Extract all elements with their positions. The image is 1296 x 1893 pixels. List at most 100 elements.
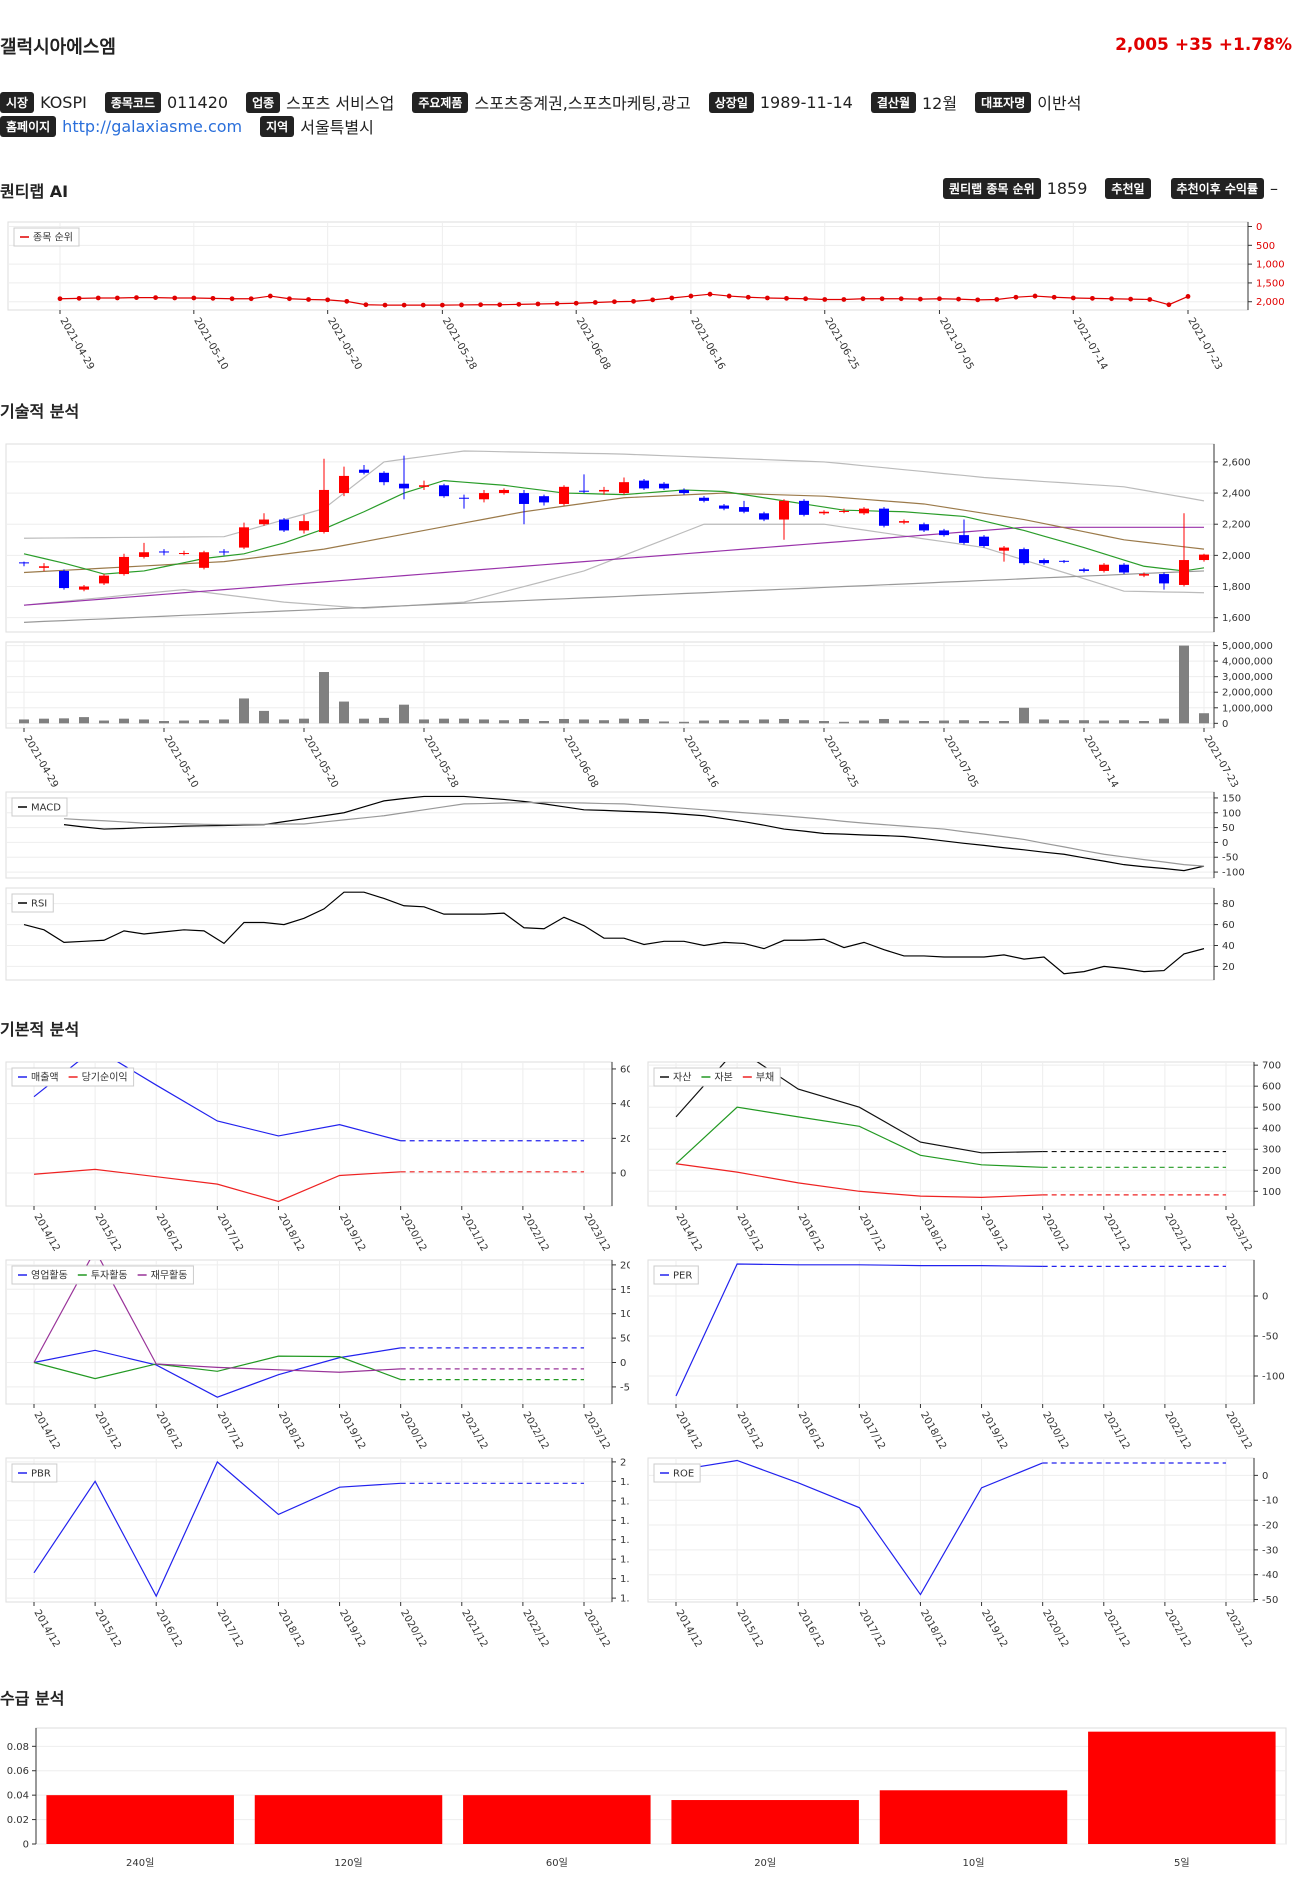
marker <box>1166 302 1172 308</box>
y-tick-label: 0.06 <box>7 1766 29 1777</box>
x-tick-label: 2015/12 <box>735 1608 765 1649</box>
series-line <box>63 795 1205 872</box>
x-tick-label: 2017/12 <box>857 1608 887 1649</box>
marker <box>650 297 656 303</box>
y-tick-label: -20 <box>1262 1521 1278 1532</box>
x-tick-label: 2021-05-20 <box>301 734 340 790</box>
bar <box>1019 707 1029 724</box>
bar <box>339 701 349 724</box>
bar <box>839 721 849 724</box>
info-value: 12월 <box>921 94 958 113</box>
x-tick-label: 2017/12 <box>215 1410 245 1451</box>
bar <box>1139 721 1149 724</box>
chart: -50 -40 -30 -20 -10 0 2014/12 2015/12 2016/12 201… <box>647 1457 1278 1649</box>
marker <box>248 296 254 302</box>
candle-body <box>799 500 809 515</box>
x-tick-label: 2020/12 <box>398 1410 428 1451</box>
plot <box>23 891 1205 975</box>
marker <box>497 302 503 308</box>
bar <box>519 718 529 724</box>
y-tick-label: 2,400 <box>1222 489 1251 500</box>
y-tick-label: 1.90 <box>620 1477 630 1488</box>
x-tick-label: 2021/12 <box>459 1410 489 1451</box>
legend-label: MACD <box>31 803 61 814</box>
bar <box>499 720 509 724</box>
candle-body <box>99 575 109 584</box>
marker <box>57 296 63 302</box>
bar <box>99 720 109 724</box>
ai-value: 1859 <box>1046 179 1088 198</box>
marker <box>535 301 541 307</box>
chart: 1.30 1.40 1.50 1.60 1.70 1.80 1.90 2 2014/12 2015… <box>5 1457 630 1649</box>
marker <box>975 297 981 303</box>
chart: 0 1,000,000 2,000,000 3,000,000 4,000,000 5,0… <box>5 641 1273 790</box>
price-change-pct: +1.78% <box>1218 35 1292 55</box>
x-tick-label: 2021-05-28 <box>440 316 479 372</box>
candle-body <box>719 505 729 509</box>
x-tick-label: 2014/12 <box>673 1212 703 1253</box>
marker <box>382 302 388 308</box>
marker <box>1090 295 1095 301</box>
plot <box>46 1731 1276 1844</box>
candle-body <box>159 551 169 553</box>
series-line <box>33 1460 401 1598</box>
marker <box>592 300 598 305</box>
bar <box>419 719 429 724</box>
series-line <box>33 1062 401 1142</box>
candle-body <box>599 489 609 492</box>
y-tick-label: 0.02 <box>7 1815 29 1826</box>
y-tick-label: 300 <box>1262 1145 1281 1156</box>
price: 2,005 <box>1115 35 1169 55</box>
y-tick-label: -50 <box>620 1382 630 1393</box>
legend: 매출액 당기순이익 <box>11 1067 135 1087</box>
plot <box>19 645 1209 724</box>
x-tick-label: 2014/12 <box>31 1608 61 1649</box>
candle-body <box>39 566 49 568</box>
x-tick-label: 2021/12 <box>459 1608 489 1649</box>
info-label: 대표자명 <box>975 91 1032 113</box>
homepage-link[interactable]: http://galaxiasme.com <box>62 116 243 136</box>
bar <box>1159 718 1169 724</box>
candle-body <box>79 586 89 590</box>
x-tick-label: 2021-04-29 <box>21 734 60 790</box>
plot-frame <box>647 1457 1255 1603</box>
info-value: 1989-11-14 <box>759 92 853 112</box>
legend: PBR <box>11 1463 58 1483</box>
x-tick-label: 2021-06-08 <box>574 316 613 372</box>
y-tick-label: 1.30 <box>620 1594 630 1605</box>
legend-box <box>653 1265 699 1285</box>
marker <box>1185 294 1191 299</box>
x-tick-label: 2014/12 <box>673 1410 703 1451</box>
series-line <box>59 293 1189 306</box>
x-tick-label: 2016/12 <box>154 1212 184 1253</box>
y-tick-label: 80 <box>1222 899 1235 910</box>
y-tick-label: 4,000,000 <box>1222 657 1273 668</box>
candle-body <box>399 483 409 489</box>
x-tick-label: 2020/12 <box>1040 1410 1070 1451</box>
x-tick-label: 2022/12 <box>1162 1608 1192 1649</box>
plot-frame <box>5 641 1215 729</box>
bar <box>799 720 809 724</box>
marker <box>764 295 770 301</box>
bar <box>639 718 649 724</box>
y-tick-label: 600 <box>620 1064 630 1075</box>
marker <box>287 296 292 302</box>
candle-body <box>639 480 649 489</box>
plot <box>19 450 1209 623</box>
x-tick-label: 2016/12 <box>796 1212 826 1253</box>
x-tick-label: 2021-07-05 <box>941 734 980 790</box>
legend: PER <box>653 1265 699 1285</box>
legend-label: PER <box>673 1271 692 1282</box>
bar <box>679 721 689 724</box>
y-tick-label: -50 <box>1222 853 1238 864</box>
bar <box>619 718 629 724</box>
legend-label: 자본 <box>714 1072 732 1084</box>
info-label: 지역 <box>260 115 295 137</box>
marker <box>898 296 904 302</box>
x-tick-label: 2017/12 <box>857 1410 887 1451</box>
candle-body <box>759 513 769 520</box>
marker <box>420 302 426 308</box>
x-tick-label: 2021-07-14 <box>1071 316 1110 372</box>
y-tick-label: 500 <box>1256 241 1275 252</box>
info-value: 서울특별시 <box>300 118 374 137</box>
